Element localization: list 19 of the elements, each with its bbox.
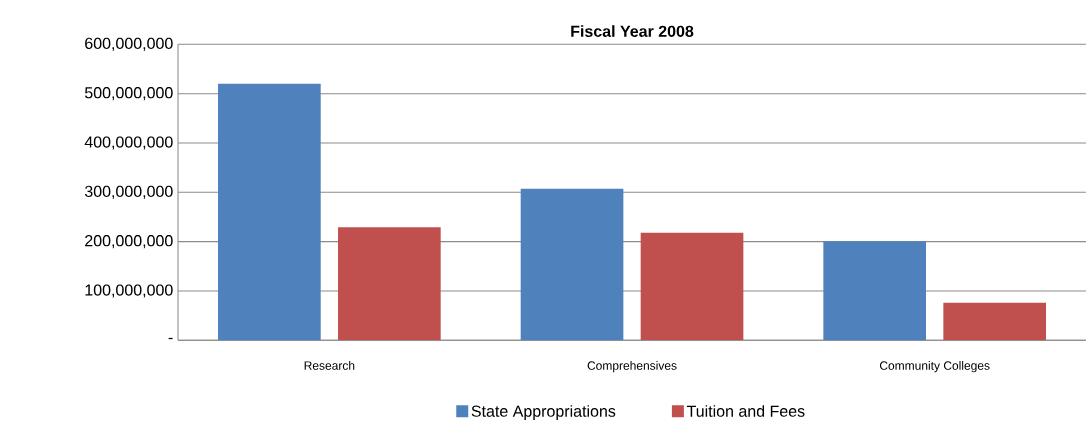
legend-label: State Appropriations — [471, 405, 616, 421]
bar — [823, 241, 927, 341]
bar — [338, 227, 441, 341]
y-tick-label: 500,000,000 — [84, 87, 173, 101]
chart-title: Fiscal Year 2008 — [571, 25, 694, 37]
y-tick-label: 200,000,000 — [85, 235, 173, 249]
y-tick-label: 100,000,000 — [85, 284, 173, 298]
bar — [520, 188, 624, 341]
y-tick-label: 600,000,000 — [85, 37, 173, 51]
bar — [943, 302, 1047, 341]
bar — [640, 232, 744, 341]
x-tick-label: Comprehensives — [587, 361, 677, 373]
legend-label: Tuition and Fees — [686, 405, 805, 417]
x-tick-label: Research — [304, 361, 355, 370]
y-tick-label: 400,000,000 — [84, 136, 173, 150]
bar — [218, 83, 321, 341]
y-tick-label: 300,000,000 — [84, 185, 173, 199]
x-tick-label: Community Colleges — [879, 361, 990, 373]
y-tick-label: - — [168, 337, 173, 340]
